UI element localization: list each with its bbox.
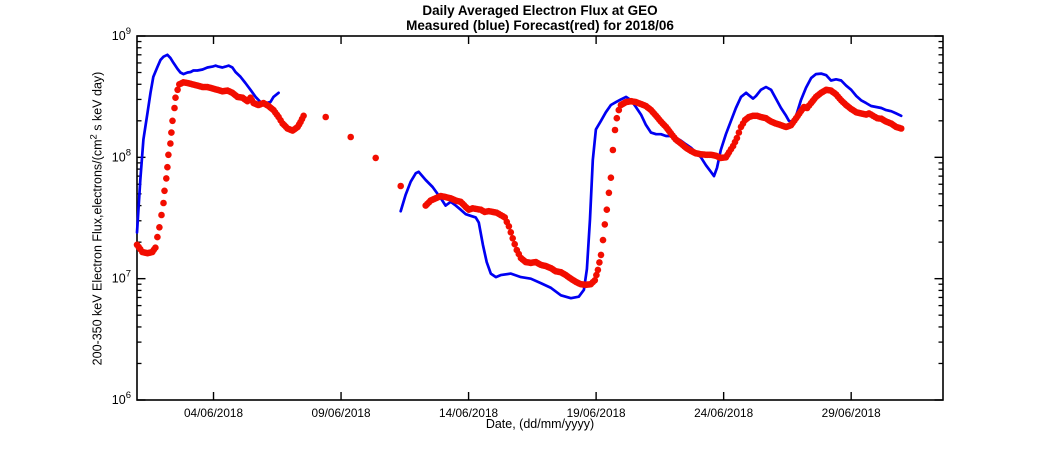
measured-line [135,53,280,234]
forecast-dot [603,206,611,213]
forecast-dot [167,140,174,147]
forecast-dot [507,229,515,236]
x-tick-label: 14/06/2018 [439,406,498,420]
forecast-dot [611,126,619,134]
forecast-dot [397,182,405,190]
x-tick-label: 29/06/2018 [822,406,881,420]
y-tick-label: 108 [112,147,131,164]
forecast-dot [509,235,516,242]
forecast-dot [897,125,905,132]
forecast-dot [607,174,615,181]
forecast-dot [164,163,171,171]
forecast-dot [511,240,518,248]
forecast-dot [601,221,609,228]
forecast-dot [160,199,167,207]
chart-title: Daily Averaged Electron Flux at GEO Meas… [40,3,1040,33]
forecast-dot [171,104,178,112]
forecast-dot [156,224,163,231]
y-axis-label: 200-350 keV Electron Flux,electrons/(cm2… [88,71,105,366]
forecast-dot [735,129,743,136]
forecast-dot [605,189,613,197]
forecast-dot [615,106,623,114]
forecast-dot [609,146,617,154]
forecast-dot [152,244,159,251]
y-tick-label: 106 [112,390,131,407]
forecast-dot [591,277,599,284]
chart-title-line2: Measured (blue) Forecast(red) for 2018/0… [406,18,674,33]
forecast-dot [163,175,170,182]
forecast-dot [505,223,513,230]
x-axis-label: Date, (dd/mm/yyyy) [485,417,595,431]
forecast-dot [599,236,607,244]
forecast-dot [593,271,600,279]
forecast-dot [168,129,175,136]
forecast-dot [172,94,179,101]
x-tick-label: 04/06/2018 [184,406,243,420]
forecast-dot [165,151,172,159]
forecast-dot [158,211,165,219]
forecast-dot [322,113,330,121]
chart-title-line1: Daily Averaged Electron Flux at GEO [422,3,658,18]
x-tick-label: 09/06/2018 [312,406,371,420]
forecast-dot [596,259,603,266]
y-tick-label: 109 [112,26,131,43]
forecast-dot [174,86,181,94]
x-tick-label: 19/06/2018 [567,406,626,420]
forecast-dot [613,114,621,122]
forecast-dot [594,266,602,274]
forecast-dot [154,233,161,241]
forecast-dot [597,251,605,259]
forecast-dot [161,187,168,195]
forecast-dot [733,134,741,142]
forecast-dot [300,112,307,120]
y-tick-label: 107 [112,269,131,286]
y-axis-label-superscript: 2 [88,134,100,140]
forecast-dot [372,154,380,162]
forecast-dot [347,133,355,141]
forecast-dot [169,117,176,125]
x-tick-label: 24/06/2018 [694,406,753,420]
